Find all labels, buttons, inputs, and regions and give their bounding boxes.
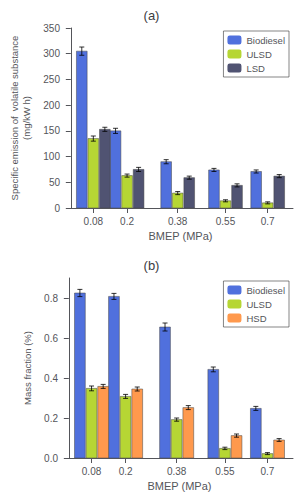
svg-text:0.7: 0.7 — [261, 466, 275, 477]
svg-text:0.08: 0.08 — [82, 466, 102, 477]
svg-text:BMEP (MPa): BMEP (MPa) — [148, 480, 212, 492]
svg-text:0.55: 0.55 — [215, 466, 235, 477]
svg-text:Biodiesel: Biodiesel — [246, 285, 285, 296]
svg-text:(mg/kW h): (mg/kW h) — [21, 96, 32, 140]
svg-text:(a): (a) — [144, 8, 160, 23]
svg-text:0.7: 0.7 — [261, 216, 275, 227]
svg-text:(b): (b) — [144, 258, 160, 273]
svg-text:200: 200 — [43, 100, 60, 111]
svg-text:0.2: 0.2 — [119, 466, 133, 477]
svg-text:Mass fraction (%): Mass fraction (%) — [22, 331, 33, 405]
svg-text:0.55: 0.55 — [216, 216, 236, 227]
svg-text:50: 50 — [49, 177, 61, 188]
svg-text:Biodiesel: Biodiesel — [246, 35, 285, 46]
svg-text:BMEP (MPa): BMEP (MPa) — [149, 230, 213, 242]
svg-text:0.2: 0.2 — [44, 413, 58, 424]
svg-text:ULSD: ULSD — [246, 299, 271, 310]
svg-text:0.4: 0.4 — [44, 373, 58, 384]
svg-text:0.38: 0.38 — [167, 466, 187, 477]
svg-text:350: 350 — [43, 23, 60, 34]
svg-text:0.0: 0.0 — [44, 453, 58, 464]
svg-text:0: 0 — [54, 203, 60, 214]
svg-text:0.8: 0.8 — [44, 293, 58, 304]
svg-text:Specific emission of volatile: Specific emission of volatile substance — [9, 36, 20, 201]
svg-text:LSD: LSD — [246, 63, 265, 74]
svg-text:0.6: 0.6 — [44, 333, 58, 344]
svg-text:100: 100 — [43, 151, 60, 162]
svg-text:0.2: 0.2 — [120, 216, 134, 227]
svg-text:300: 300 — [43, 48, 60, 59]
svg-text:0.38: 0.38 — [168, 216, 188, 227]
svg-text:250: 250 — [43, 74, 60, 85]
svg-text:150: 150 — [43, 125, 60, 136]
svg-text:HSD: HSD — [246, 313, 266, 324]
svg-text:ULSD: ULSD — [246, 49, 271, 60]
svg-text:0.08: 0.08 — [84, 216, 104, 227]
